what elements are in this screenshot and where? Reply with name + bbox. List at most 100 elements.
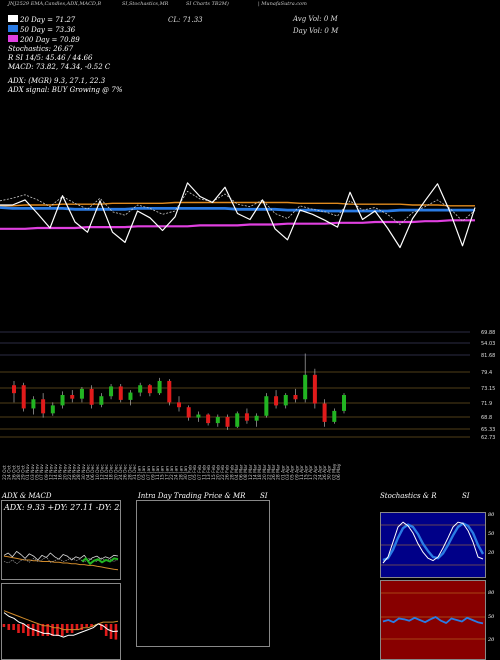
date-tick: 20 Dec (113, 464, 119, 480)
date-tick: 28 Jan (178, 466, 184, 480)
date-tick: 20 Mar (262, 464, 268, 480)
intraday-si: SI (260, 492, 268, 500)
macd-hist-bar (70, 624, 74, 633)
candle-body (79, 388, 84, 399)
candle-body (21, 385, 26, 409)
date-tick: 03 Apr (285, 465, 291, 480)
date-tick: 05 Nov (35, 464, 41, 480)
candle-body (31, 399, 36, 409)
date-tick: 29 Oct (21, 465, 27, 480)
macd-hist-bar (41, 624, 45, 636)
date-tick: 15 Feb (211, 465, 217, 480)
date-tick: 01 Nov (25, 464, 31, 480)
level-label: 81.68 (481, 353, 495, 359)
date-tick: 18 Mar (257, 464, 263, 480)
candle-body (167, 380, 172, 403)
level-label: 54.03 (481, 341, 495, 347)
mdi-line (3, 556, 119, 565)
candle-body (293, 395, 298, 400)
stoch-panel (380, 512, 486, 578)
indicators-line: SI,Stochastics,MR (122, 1, 169, 7)
macd-plot (2, 610, 119, 640)
date-tick: 26 Feb (225, 465, 231, 480)
date-tick: 22 Mar (266, 464, 272, 480)
candle-body (138, 385, 143, 393)
macd-hist-bar (75, 624, 79, 630)
date-tick: 28 Dec (127, 464, 133, 480)
candle-body (254, 415, 259, 421)
macd-signal-line (3, 610, 119, 631)
date-tick: 24 Jan (174, 466, 180, 480)
date-tick: 12 Mar (248, 464, 254, 480)
stoch-title: Stochastics & R (380, 492, 437, 500)
date-tick: 26 Apr (322, 465, 328, 480)
date-tick: 30 Apr (327, 465, 333, 480)
stoch-plot (381, 521, 485, 566)
candle-body (225, 417, 230, 427)
candle-body (186, 407, 191, 418)
candle-body (70, 395, 75, 399)
date-tick: 24 Oct (7, 465, 13, 480)
date-tick: 18 Dec (109, 464, 115, 480)
level-label: 62.73 (481, 435, 495, 441)
date-tick: 22 Oct (2, 465, 8, 480)
rsi-plot (381, 592, 485, 640)
charts-line: SI Charts TB2M) (186, 1, 229, 7)
candle-body (274, 396, 279, 406)
date-tick: 14 Dec (104, 464, 110, 480)
level-label: 71.9 (481, 401, 492, 407)
level-label: 73.15 (481, 386, 495, 392)
date-tick: 07 Jan (146, 466, 152, 480)
date-tick: 22 Apr (313, 465, 319, 480)
pdi-line (3, 551, 119, 562)
macd-hist-bar (85, 624, 88, 627)
adx-line (3, 555, 119, 571)
ma20-legend: 20 Day = 71.27 (8, 15, 110, 25)
date-tick: 12 Nov (48, 464, 54, 480)
stoch-level-50: 50 (488, 531, 495, 537)
date-tick: 04 Dec (86, 464, 92, 480)
macd-hist-bar (22, 624, 25, 633)
stoch-legend: Stochastics: 26.67 (8, 45, 74, 53)
candle-body (118, 386, 123, 400)
candle-body (109, 386, 114, 397)
date-tick: 26 Nov (72, 464, 78, 480)
candle-body (99, 396, 104, 405)
rsi-panel (380, 580, 486, 660)
intraday-panel (136, 500, 270, 647)
date-tick: 28 Oct (16, 465, 22, 480)
date-tick: 08 Mar (243, 464, 249, 480)
date-tick: 31 Dec (132, 464, 138, 480)
candle-body (196, 414, 201, 418)
macd-hist-bar (2, 624, 6, 627)
candle-body (283, 395, 288, 406)
stoch-si: SI (462, 492, 470, 500)
date-tick: 05 Jan (141, 466, 147, 480)
date-tick: 09 Nov (44, 464, 50, 480)
date-tick: 13 Feb (206, 465, 212, 480)
close-label: CL: 71.33 (168, 16, 203, 24)
date-tick: 22 Feb (220, 465, 226, 480)
ma50-legend: 50 Day = 73.36 (8, 25, 110, 35)
level-label: 68.8 (481, 415, 492, 421)
rsi-legend: R SI 14/5: 45.46 / 44.66 (8, 54, 93, 62)
date-tick: 15 Apr (304, 465, 310, 480)
date-tick: 07 Feb (197, 465, 203, 480)
symbol-line: JNJ2529 EMA,Candles,ADX,MACD,B (8, 1, 102, 7)
date-tick: 11 Jan (155, 466, 161, 480)
date-tick: 10 Dec (95, 464, 101, 480)
adx-plot (3, 551, 119, 571)
date-tick: 15 Jan (160, 466, 166, 480)
date-tick: 26 Oct (11, 465, 17, 480)
candle-body (41, 399, 46, 414)
macd-hist-bar (109, 624, 113, 639)
close-line (0, 182, 476, 249)
date-tick: 06 Dec (90, 464, 96, 480)
macd-hist-bar (56, 624, 59, 636)
ma-plot (0, 182, 476, 249)
date-tick: 02 May (331, 463, 337, 480)
stoch-k-line (382, 521, 484, 564)
rsi-line (382, 616, 484, 625)
candle-body (157, 380, 162, 394)
candle-body (244, 413, 249, 421)
